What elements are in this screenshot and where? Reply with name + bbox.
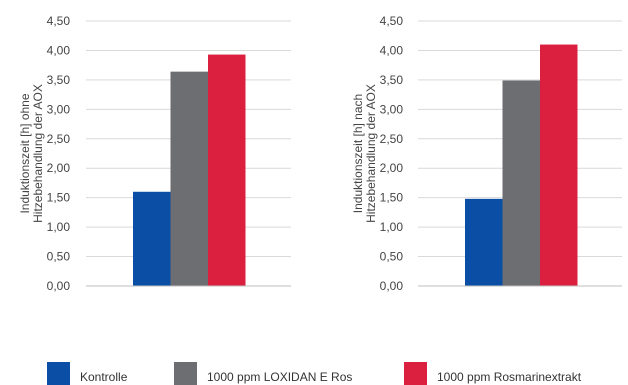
chart1-y-axis-label-line: Induktionszeit [h] ohne: [18, 93, 32, 213]
chart1-tick-label: 2,00: [47, 161, 71, 175]
chart2-tick-label: 2,50: [380, 132, 404, 146]
chart2-bar-loxidan: [502, 80, 540, 286]
chart2-tick-label: 4,00: [380, 43, 404, 57]
chart2-tick-label: 1,00: [380, 220, 404, 234]
chart2-y-axis-label-line: Induktionszeit [h] nach: [351, 94, 365, 213]
chart1-tick-label: 3,50: [47, 73, 71, 87]
chart1-y-axis-label: Induktionszeit [h] ohneHitzebehandlung d…: [18, 84, 45, 223]
chart2-y-axis-label-line: Hitzebehandlung der AOX: [364, 84, 378, 223]
chart2-bar-rosmarin: [540, 44, 578, 286]
chart1-y-axis-label-line: Hitzebehandlung der AOX: [31, 84, 45, 223]
chart1-bar-loxidan: [170, 71, 208, 287]
chart1-tick-label: 0,50: [47, 250, 71, 264]
legend-swatch-kontrolle: [47, 362, 70, 385]
chart2-tick-label: 0,50: [380, 250, 404, 264]
chart2-tick-label: 3,00: [380, 102, 404, 116]
chart2-bar-kontrolle: [465, 198, 503, 286]
legend-label-rosmarin: 1000 ppm Rosmarinextrakt: [437, 370, 582, 384]
chart1-tick-label: 2,50: [47, 132, 71, 146]
chart1-bar-rosmarin: [208, 54, 246, 286]
legend-swatch-loxidan: [174, 362, 197, 385]
chart1-tick-label: 3,00: [47, 102, 71, 116]
chart2-tick-label: 0,00: [380, 279, 404, 293]
legend-label-kontrolle: Kontrolle: [80, 370, 128, 384]
legend-label-loxidan: 1000 ppm LOXIDAN E Ros: [207, 370, 353, 384]
charts-area: 0,00 0,50 1,00 1,50 2,00 2,50 3,00 3,50 4,00 4,50…: [18, 14, 622, 293]
chart1-tick-label: 1,50: [47, 191, 71, 205]
chart2-tick-label: 1,50: [380, 191, 404, 205]
legend-swatch-rosmarin: [404, 362, 427, 385]
chart2-tick-label: 2,00: [380, 161, 404, 175]
bar-charts: 0,00 0,50 1,00 1,50 2,00 2,50 3,00 3,50 4,00 4,50…: [18, 14, 622, 293]
chart2-tick-label: 4,50: [380, 14, 404, 28]
chart1-tick-label: 4,00: [47, 43, 71, 57]
chart1-tick-label: 1,00: [47, 220, 71, 234]
chart1-tick-label: 0,00: [47, 279, 71, 293]
legend: Kontrolle 1000 ppm LOXIDAN E Ros 1000 pp…: [0, 358, 628, 385]
chart2-y-axis-label: Induktionszeit [h] nachHitzebehandlung d…: [351, 84, 378, 223]
chart1-bar-kontrolle: [133, 191, 171, 286]
chart2-tick-label: 3,50: [380, 73, 404, 87]
chart1-tick-label: 4,50: [47, 14, 71, 28]
